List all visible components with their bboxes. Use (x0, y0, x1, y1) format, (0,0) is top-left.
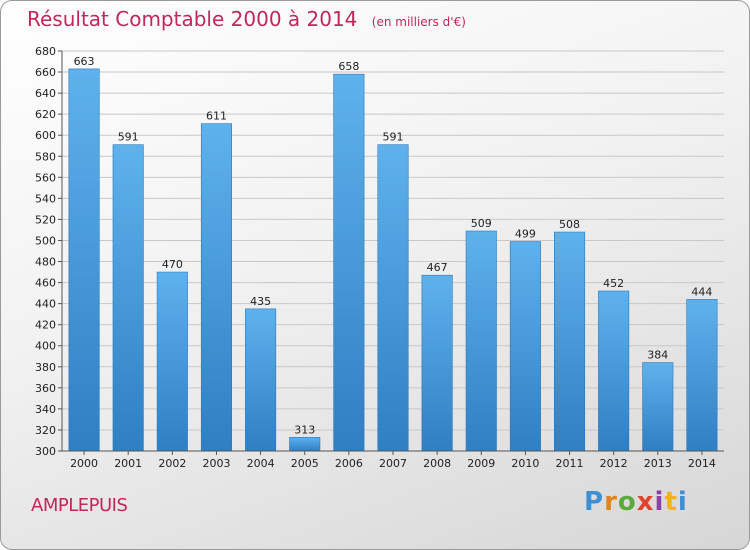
chart-title-text: Résultat Comptable 2000 à 2014 (27, 7, 358, 31)
x-tick-label: 2005 (291, 457, 319, 470)
y-tick-label: 360 (35, 382, 56, 395)
data-label: 591 (118, 131, 139, 144)
bar (289, 437, 321, 452)
y-tick-label: 580 (35, 150, 56, 163)
bar (421, 274, 453, 452)
x-tick-label: 2013 (644, 457, 672, 470)
data-label: 470 (162, 258, 183, 271)
bar (465, 230, 497, 452)
bar (377, 144, 409, 452)
y-tick-label: 560 (35, 171, 56, 184)
bar (112, 144, 144, 452)
y-tick-label: 480 (35, 256, 56, 269)
y-axis: 300 320 340 360 380 400 420 440 460 480 500 520 540 5… (35, 45, 63, 458)
data-label: 499 (515, 228, 536, 241)
y-tick-label: 540 (35, 192, 56, 205)
data-label: 452 (603, 277, 624, 290)
chart-title: Résultat Comptable 2000 à 2014 (en milli… (27, 7, 466, 31)
y-tick-label: 600 (35, 129, 56, 142)
logo-letter: x (636, 487, 655, 517)
x-tick-label: 2000 (70, 457, 98, 470)
commune-name: AMPLEPUIS (31, 495, 128, 516)
x-tick-label: 2014 (688, 457, 716, 470)
data-label: 663 (74, 55, 95, 68)
logo-letter: i (677, 487, 688, 517)
x-axis: 2000 2001 2002 2003 2004 2005 2006 2007 2008 2009… (62, 450, 724, 470)
y-tick-label: 520 (35, 213, 56, 226)
y-tick-label: 660 (35, 66, 56, 79)
data-labels: 663 591 470 611 435 313 658 591 467 509 499 508 452 3… (74, 55, 713, 436)
chart-unit: (en milliers d'€) (371, 15, 466, 29)
bar (509, 241, 541, 452)
proxiti-logo[interactable]: Proxiti (584, 487, 688, 517)
x-tick-label: 2007 (379, 457, 407, 470)
y-tick-label: 400 (35, 340, 56, 353)
logo-letter: i (654, 487, 665, 517)
y-tick-label: 640 (35, 87, 56, 100)
y-tick-label: 680 (35, 45, 56, 58)
data-label: 313 (294, 423, 315, 436)
y-tick-label: 300 (35, 445, 56, 458)
x-tick-label: 2001 (114, 457, 142, 470)
x-tick-label: 2011 (556, 457, 584, 470)
data-label: 611 (206, 110, 227, 123)
data-label: 444 (691, 285, 712, 298)
x-tick-label: 2004 (247, 457, 275, 470)
y-tick-label: 340 (35, 403, 56, 416)
bar (554, 231, 586, 452)
x-tick-label: 2012 (600, 457, 628, 470)
x-tick-label: 2009 (467, 457, 495, 470)
data-label: 435 (250, 295, 271, 308)
y-tick-label: 460 (35, 277, 56, 290)
y-tick-label: 500 (35, 234, 56, 247)
y-tick-label: 420 (35, 319, 56, 332)
bar (156, 271, 188, 452)
bar (200, 123, 232, 452)
data-label: 509 (471, 217, 492, 230)
logo-letter: o (617, 487, 637, 517)
bar (642, 362, 674, 452)
x-tick-label: 2010 (511, 457, 539, 470)
bar (245, 308, 277, 452)
bar (333, 73, 365, 452)
data-label: 467 (427, 261, 448, 274)
x-tick-label: 2006 (335, 457, 363, 470)
bar (686, 299, 718, 452)
logo-letter: P (584, 487, 605, 517)
y-tick-label: 440 (35, 298, 56, 311)
x-tick-label: 2003 (202, 457, 230, 470)
bar (68, 68, 100, 452)
data-label: 658 (338, 60, 359, 73)
bar (598, 290, 630, 452)
y-tick-label: 620 (35, 108, 56, 121)
logo-letter: r (604, 487, 618, 517)
x-tick-label: 2008 (423, 457, 451, 470)
x-tick-label: 2002 (158, 457, 186, 470)
data-label: 508 (559, 218, 580, 231)
data-label: 591 (383, 131, 404, 144)
y-tick-label: 380 (35, 361, 56, 374)
logo-letter: t (664, 487, 678, 517)
y-tick-label: 320 (35, 424, 56, 437)
data-label: 384 (647, 349, 668, 362)
bars (68, 68, 718, 452)
